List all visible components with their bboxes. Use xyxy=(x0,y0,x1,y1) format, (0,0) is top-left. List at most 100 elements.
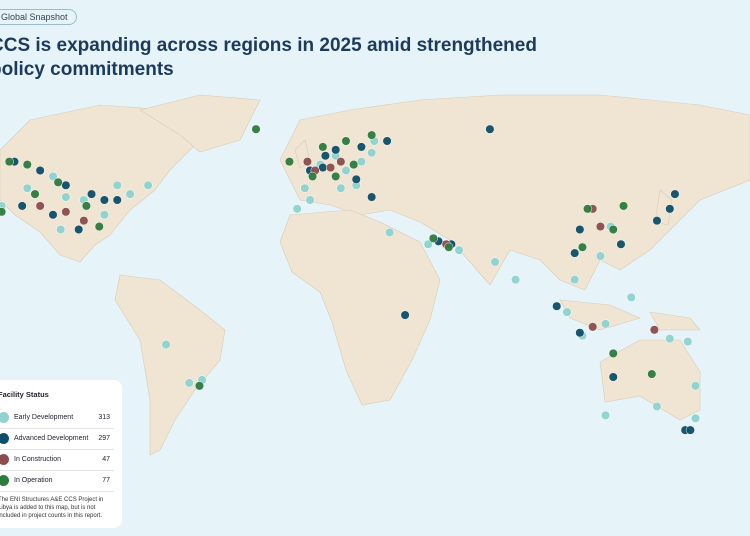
facility-dot xyxy=(595,222,605,232)
facility-dot xyxy=(251,124,261,134)
facility-dot xyxy=(454,245,464,255)
facility-dot xyxy=(56,224,66,235)
facility-dot xyxy=(608,224,618,235)
facility-dot xyxy=(690,413,701,423)
facility-dot xyxy=(349,160,359,170)
facility-dot xyxy=(511,275,521,285)
facility-dot xyxy=(665,204,675,214)
legend-row: In Construction 47 xyxy=(0,450,114,471)
facility-dot xyxy=(626,292,636,302)
legend-title: Facility Status xyxy=(0,390,49,399)
facility-dot xyxy=(683,337,693,347)
legend-label: In Operation xyxy=(14,477,53,484)
facility-dot xyxy=(326,163,336,173)
facility-dot xyxy=(22,160,32,170)
facility-dot xyxy=(61,180,71,190)
facility-dot xyxy=(300,183,310,193)
facility-dot xyxy=(0,207,7,217)
facility-dot xyxy=(53,177,63,187)
facility-dot xyxy=(670,189,680,199)
legend-count: 313 xyxy=(98,414,110,421)
facility-dot xyxy=(690,381,701,391)
facility-dot xyxy=(61,207,71,217)
facility-dot xyxy=(341,165,351,176)
facility-dot xyxy=(161,340,171,350)
facility-dot xyxy=(17,201,27,211)
facility-dot xyxy=(685,425,695,435)
title-line: CCS is expanding across regions in 2025 … xyxy=(0,35,537,56)
facility-dot xyxy=(485,124,495,134)
legend-count: 77 xyxy=(102,477,110,484)
facility-dot xyxy=(570,275,580,285)
facility-dot xyxy=(112,195,122,205)
facility-dot xyxy=(4,157,14,167)
facility-dot xyxy=(99,210,109,220)
facility-dot xyxy=(647,369,657,379)
facility-dot xyxy=(601,319,611,329)
facility-dot xyxy=(318,163,328,173)
facility-dot xyxy=(552,301,562,311)
facility-dot xyxy=(331,171,341,181)
facility-dot xyxy=(143,180,153,190)
facility-dot xyxy=(308,171,318,181)
facility-dot xyxy=(575,328,585,338)
legend: Facility Status The ENI Structures A&E C… xyxy=(0,380,122,528)
facility-dot xyxy=(336,157,346,167)
facility-dot xyxy=(22,183,32,193)
legend-swatch xyxy=(0,475,9,486)
legend-label: Early Development xyxy=(14,414,74,421)
facility-dot xyxy=(356,157,366,167)
facility-dot xyxy=(608,348,618,358)
facility-dot xyxy=(99,195,109,205)
facility-dot xyxy=(588,322,598,332)
facility-dot xyxy=(30,189,40,199)
facility-dot xyxy=(356,142,366,152)
facility-dot xyxy=(400,310,410,320)
tag: Global Snapshot xyxy=(0,9,77,25)
facility-dot xyxy=(570,248,580,258)
legend-swatch xyxy=(0,433,9,444)
facility-dot xyxy=(423,239,433,249)
facility-dot xyxy=(583,204,593,214)
facility-dot xyxy=(385,227,395,237)
facility-dot xyxy=(428,233,438,243)
footnote: The ENI Structures A&E CCS Project in Li… xyxy=(0,497,104,519)
facility-dot xyxy=(665,334,675,344)
facility-dot xyxy=(608,372,618,382)
facility-dot xyxy=(81,201,91,211)
legend-swatch xyxy=(0,412,9,423)
facility-dot xyxy=(94,222,104,232)
facility-dot xyxy=(194,381,205,391)
facility-dot xyxy=(382,136,392,146)
facility-dot xyxy=(302,157,312,167)
facility-dot xyxy=(336,183,346,193)
legend-row: Advanced Development 297 xyxy=(0,429,114,450)
facility-dot xyxy=(367,148,377,158)
facility-dot xyxy=(87,189,97,199)
facility-dot xyxy=(74,224,84,235)
facility-dot xyxy=(284,157,294,167)
facility-dot xyxy=(575,224,585,235)
legend-label: Advanced Development xyxy=(14,435,89,442)
facility-dot xyxy=(48,210,58,220)
facility-dot xyxy=(61,192,71,202)
facility-dot xyxy=(35,165,45,176)
facility-dot xyxy=(35,201,45,211)
title: CCS is expanding across regions in 2025 … xyxy=(0,34,537,82)
facility-dot xyxy=(112,180,122,190)
facility-dot xyxy=(601,410,611,420)
facility-dot xyxy=(341,136,351,146)
facility-dot xyxy=(595,251,605,261)
legend-swatch xyxy=(0,454,9,465)
facility-dot xyxy=(320,151,330,161)
facility-dot xyxy=(305,195,315,205)
facility-dot xyxy=(351,174,361,184)
facility-dot xyxy=(48,171,58,181)
facility-dot xyxy=(444,242,454,252)
land xyxy=(0,94,750,456)
legend-count: 297 xyxy=(98,435,110,442)
facility-dot xyxy=(184,378,194,388)
legend-row: Early Development 313 xyxy=(0,408,114,429)
